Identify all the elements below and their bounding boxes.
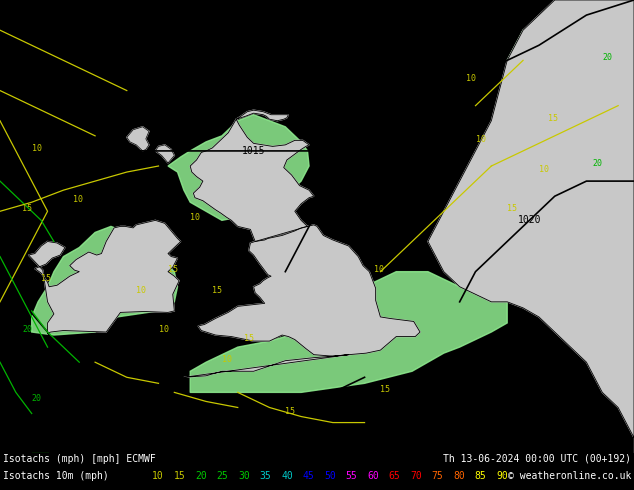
Text: 35: 35 xyxy=(259,471,271,481)
Text: 50: 50 xyxy=(324,471,336,481)
Text: 10: 10 xyxy=(190,213,200,222)
Polygon shape xyxy=(184,225,420,377)
Polygon shape xyxy=(190,110,314,242)
Text: 90: 90 xyxy=(496,471,508,481)
Text: 1015: 1015 xyxy=(400,95,424,104)
Text: © weatheronline.co.uk: © weatheronline.co.uk xyxy=(508,471,631,481)
Text: 20: 20 xyxy=(22,325,32,334)
Text: 15: 15 xyxy=(212,286,223,295)
Text: 25: 25 xyxy=(216,471,228,481)
Polygon shape xyxy=(190,271,507,392)
Polygon shape xyxy=(155,145,174,163)
Text: 10: 10 xyxy=(136,286,146,295)
Text: Isotachs 10m (mph): Isotachs 10m (mph) xyxy=(3,471,109,481)
Text: 20: 20 xyxy=(602,53,612,62)
Text: 15: 15 xyxy=(548,114,559,122)
Text: 15: 15 xyxy=(244,334,254,343)
Polygon shape xyxy=(127,127,149,151)
Text: 10: 10 xyxy=(152,471,164,481)
Polygon shape xyxy=(32,226,178,335)
Text: 15: 15 xyxy=(41,274,51,283)
Text: 15: 15 xyxy=(507,204,517,213)
Text: 10: 10 xyxy=(476,135,486,144)
Text: 10: 10 xyxy=(158,325,169,334)
Text: 80: 80 xyxy=(453,471,465,481)
Text: 60: 60 xyxy=(367,471,378,481)
Text: 40: 40 xyxy=(281,471,293,481)
Polygon shape xyxy=(507,0,634,136)
Polygon shape xyxy=(29,220,181,334)
Text: 10: 10 xyxy=(466,74,476,83)
Text: 1020: 1020 xyxy=(517,215,541,225)
Text: 15: 15 xyxy=(380,386,391,394)
Text: 20: 20 xyxy=(195,471,207,481)
Text: Th 13-06-2024 00:00 UTC (00+192): Th 13-06-2024 00:00 UTC (00+192) xyxy=(443,454,631,464)
Text: 85: 85 xyxy=(474,471,486,481)
Text: 55: 55 xyxy=(346,471,357,481)
Text: 10: 10 xyxy=(73,195,83,204)
Text: 1010: 1010 xyxy=(441,34,465,44)
Text: 15: 15 xyxy=(174,471,185,481)
Text: 15: 15 xyxy=(168,265,178,273)
Text: 75: 75 xyxy=(432,471,443,481)
Polygon shape xyxy=(168,115,309,220)
Text: 70: 70 xyxy=(410,471,422,481)
Text: 15: 15 xyxy=(285,407,295,416)
Text: 65: 65 xyxy=(389,471,400,481)
Text: Isotachs (mph) [mph] ECMWF: Isotachs (mph) [mph] ECMWF xyxy=(3,454,156,464)
Text: 10: 10 xyxy=(222,355,232,364)
Text: 1015: 1015 xyxy=(242,146,266,156)
Text: 10: 10 xyxy=(32,144,42,153)
Text: 20: 20 xyxy=(32,394,42,403)
Text: 30: 30 xyxy=(238,471,250,481)
Text: 10: 10 xyxy=(539,165,549,174)
Text: 20: 20 xyxy=(593,159,603,168)
Text: 10: 10 xyxy=(374,265,384,273)
Polygon shape xyxy=(428,0,634,453)
Text: 45: 45 xyxy=(302,471,314,481)
Text: 15: 15 xyxy=(22,204,32,213)
